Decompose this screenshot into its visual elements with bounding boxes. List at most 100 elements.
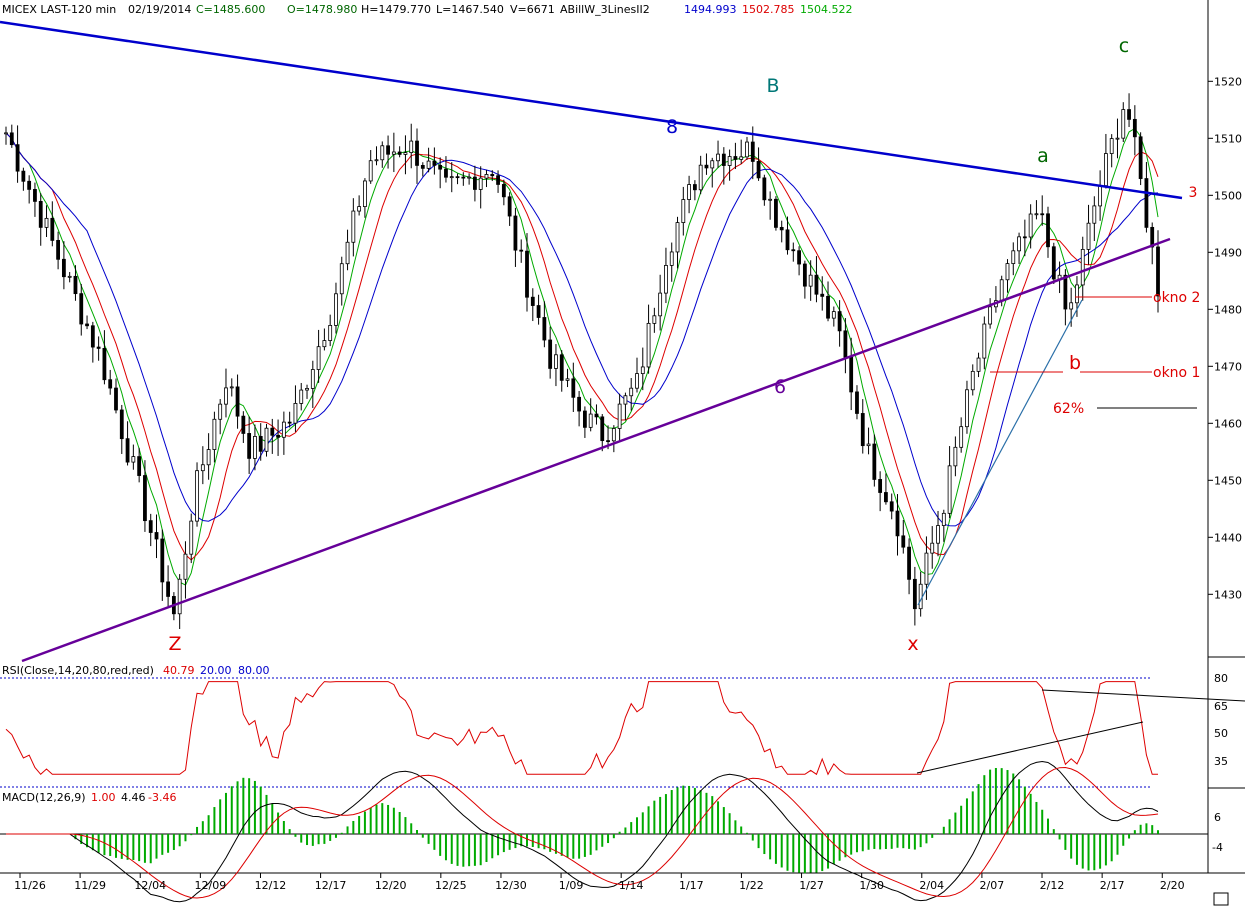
candle-body <box>467 176 472 179</box>
macd-v1: 1.00 <box>91 791 116 804</box>
candle-body <box>1098 185 1103 207</box>
scroll-box[interactable] <box>1213 892 1229 906</box>
candle-body <box>889 501 894 512</box>
candle-body <box>386 145 390 155</box>
candle-body <box>276 434 280 438</box>
rising-trendline <box>917 299 1083 606</box>
candle-body <box>507 196 512 217</box>
candle-body <box>108 379 113 389</box>
time-tick-label: 12/20 <box>375 879 407 892</box>
candle-body <box>1017 236 1021 252</box>
header-date: 02/19/2014 <box>128 3 191 16</box>
price-tick-label: 1460 <box>1214 417 1242 430</box>
candle-body <box>820 293 825 297</box>
candle-body <box>415 140 419 166</box>
macd-label: MACD(12,26,9) <box>2 791 86 804</box>
candle-body <box>4 132 8 135</box>
candle-body <box>907 546 911 580</box>
candle-body <box>860 413 865 447</box>
time-tick-label: 12/04 <box>134 879 166 892</box>
price-tick-label: 1470 <box>1214 360 1242 373</box>
candle-body <box>125 438 130 463</box>
candle-body <box>85 323 89 327</box>
candle-body <box>843 330 848 358</box>
candle-body <box>1150 226 1155 248</box>
rsi-value: 40.79 <box>163 664 195 677</box>
rsi-lower: 20.00 <box>200 664 232 677</box>
candle-body <box>403 152 408 155</box>
candle-body <box>808 274 813 287</box>
candle-body <box>716 153 720 162</box>
candle-body <box>878 479 883 493</box>
candle-body <box>797 250 801 265</box>
candle-body <box>438 164 443 170</box>
candle-body <box>357 206 362 212</box>
candle-body <box>114 387 118 411</box>
candle-body <box>849 356 854 393</box>
rsi-label: RSI(Close,14,20,80,red,red) <box>2 664 154 677</box>
macd-tick: 6 <box>1214 811 1221 824</box>
candle-body <box>50 217 55 241</box>
wave-a-label: a <box>1037 145 1049 167</box>
candle-body <box>478 177 483 190</box>
candle-body <box>542 317 547 341</box>
candle-body <box>374 159 379 162</box>
candle-body <box>872 443 877 480</box>
candle-body <box>455 176 460 179</box>
price-axis-ticks: 1430 1440 1450 1460 1470 1480 1490 1500 1510 1520 <box>1208 75 1242 601</box>
candle-body <box>206 449 211 466</box>
candle-body <box>397 151 402 155</box>
candle-body <box>582 410 587 428</box>
candle-body <box>461 176 466 179</box>
time-tick-label: 1/14 <box>619 879 644 892</box>
candle-body <box>264 427 269 452</box>
wave-x-label: x <box>907 633 918 655</box>
ma-line-0 <box>5 127 1159 586</box>
rsi-tick: 35 <box>1214 755 1228 768</box>
rsi-tick: 65 <box>1214 700 1228 713</box>
candle-body <box>44 217 49 228</box>
candle-body <box>281 421 286 438</box>
rsi-support-line <box>916 721 1144 774</box>
candle-body <box>1132 118 1137 138</box>
macd-signal-line <box>6 766 1159 899</box>
candle-body <box>166 581 170 597</box>
rsi-upper: 80.00 <box>238 664 270 677</box>
macd-line <box>6 760 1159 903</box>
support-trendline <box>21 237 1171 663</box>
wave-lower-b-label: b <box>1069 352 1081 374</box>
macd-axis: 6 -4 <box>1212 811 1223 854</box>
candle-body <box>1022 236 1027 239</box>
candle-body <box>664 265 668 294</box>
candle-body <box>912 578 917 610</box>
time-tick-label: 1/27 <box>799 879 824 892</box>
candle-body <box>675 222 680 253</box>
time-tick-label: 2/07 <box>980 879 1005 892</box>
time-tick-label: 2/17 <box>1100 879 1125 892</box>
rsi-resistance-line <box>1041 689 1245 702</box>
candle-body <box>368 160 373 182</box>
price-tick-label: 1430 <box>1214 588 1242 601</box>
candle-body <box>802 263 807 287</box>
time-tick-label: 1/09 <box>559 879 584 892</box>
candle-body <box>432 160 437 166</box>
candle-body <box>941 512 946 526</box>
candle-body <box>976 357 981 372</box>
candle-body <box>253 436 257 459</box>
candle-body <box>73 275 78 295</box>
candle-body <box>119 409 124 440</box>
touch-6-label: 6 <box>774 376 786 398</box>
candle-body <box>999 279 1004 302</box>
candle-body <box>56 240 61 260</box>
candle-body <box>745 141 749 158</box>
candle-body <box>1063 274 1068 310</box>
candle-body <box>1080 249 1085 286</box>
candle-body <box>629 387 634 397</box>
header-volume: V=6671 <box>510 3 555 16</box>
candle-body <box>241 415 246 434</box>
candle-body <box>721 153 726 166</box>
candle-body <box>189 520 194 555</box>
candle-body <box>866 443 871 447</box>
candle-body <box>565 378 570 381</box>
